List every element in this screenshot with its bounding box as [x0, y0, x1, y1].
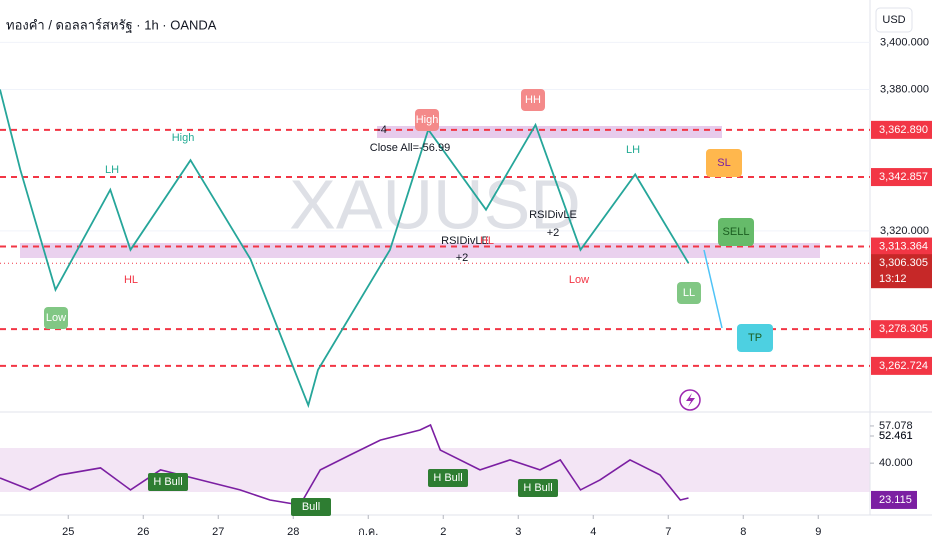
level-tag: [871, 254, 932, 289]
annotation: SELL: [723, 226, 750, 238]
x-tick-label: 4: [590, 526, 596, 538]
rsi-annotation-box: [291, 498, 331, 516]
x-tick-label: 25: [62, 526, 74, 538]
annotation-box: [521, 89, 545, 111]
rsi-tag: [871, 490, 917, 509]
annotation: HL: [480, 235, 494, 247]
annotation: High: [416, 114, 439, 126]
x-tick-label: 7: [665, 526, 671, 538]
price-line: [0, 89, 690, 409]
x-tick-label: ก.ค.: [358, 526, 378, 538]
annotation: Low: [46, 312, 66, 324]
rsi-tick-label: 52.461: [879, 430, 913, 442]
alert-bolt: [686, 393, 695, 407]
target-arrow: [703, 249, 723, 329]
rsi-line: [0, 423, 689, 506]
annotation: Close All=-56.99: [370, 142, 450, 154]
annotation: RSIDivLE: [529, 209, 577, 221]
rsi-annotation: H Bull: [523, 482, 552, 494]
rsi-annotation: H Bull: [433, 472, 462, 484]
annotation-box: [737, 324, 773, 352]
symbol-title: ทองคำ / ดอลลาร์สหรัฐ · 1h · OANDA: [6, 17, 217, 33]
annotation: SL: [717, 157, 730, 169]
annotation-box: [44, 307, 68, 329]
rsi-tick-label: 40.000: [879, 457, 913, 469]
annotation-box: [677, 282, 701, 304]
rsi-annotation-box: [428, 469, 468, 487]
annotation: +2: [456, 252, 469, 264]
level-label: 3,262.724: [879, 360, 928, 372]
level-label: 3,313.364: [879, 240, 928, 252]
alert-icon[interactable]: [679, 389, 701, 411]
annotation: LL: [683, 287, 695, 299]
x-tick-label: 28: [287, 526, 299, 538]
annotation: -4: [377, 124, 387, 136]
annotation: TP: [748, 332, 762, 344]
annotation: HH: [525, 94, 541, 106]
annotation-box: [718, 218, 754, 246]
countdown: 13:12: [879, 273, 907, 285]
rsi-annotation: Bull: [302, 501, 320, 513]
rsi-tick-label: 57.078: [879, 420, 913, 432]
annotation: High: [172, 132, 195, 144]
x-tick-label: 26: [137, 526, 149, 538]
level-tag: [871, 120, 932, 139]
level-tag: [871, 320, 932, 339]
currency[interactable]: USD: [882, 14, 905, 26]
annotation: HL: [124, 274, 138, 286]
level-tag: [871, 237, 932, 256]
y-tick-label: 3,400.000: [880, 36, 929, 48]
x-tick-label: 8: [740, 526, 746, 538]
x-tick-label: 27: [212, 526, 224, 538]
level-tag: [871, 356, 932, 375]
level-tag: [871, 168, 932, 187]
x-tick-label: 2: [440, 526, 446, 538]
annotation: LH: [105, 164, 119, 176]
annotation: LH: [626, 144, 640, 156]
y-tick-label: 3,320.000: [880, 225, 929, 237]
annotation: +2: [547, 227, 560, 239]
rsi-annotation-box: [518, 479, 558, 497]
annotation: RSIDivLE: [441, 235, 489, 247]
support-zone: [20, 243, 820, 258]
currency-button[interactable]: [875, 7, 913, 33]
annotation: Low: [569, 274, 589, 286]
rsi-annotation: H Bull: [153, 476, 182, 488]
y-tick-label: 3,380.000: [880, 83, 929, 95]
x-tick-label: 9: [815, 526, 821, 538]
level-label: 3,278.305: [879, 323, 928, 335]
annotation-box: [415, 109, 439, 131]
level-label: 3,306.305: [879, 257, 928, 269]
annotation-box: [706, 149, 742, 177]
rsi-tick-label: 52.461: [879, 430, 913, 442]
x-tick-label: 3: [515, 526, 521, 538]
level-label: 3,342.857: [879, 171, 928, 183]
rsi-annotation-box: [148, 473, 188, 491]
level-label: 3,362.890: [879, 124, 928, 136]
rsi-tick-label: 23.115: [879, 494, 912, 506]
